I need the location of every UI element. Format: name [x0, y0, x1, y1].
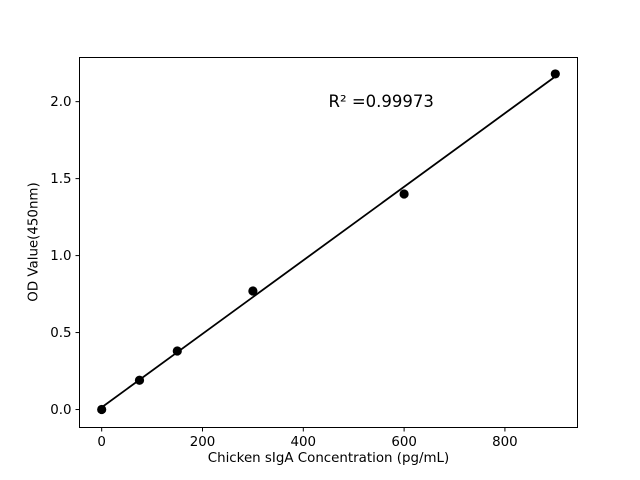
data-point	[97, 404, 107, 415]
r-squared-annotation: R² =0.99973	[328, 91, 434, 111]
y-tick-label: 2.0	[50, 95, 71, 110]
data-point	[399, 189, 409, 199]
x-tick-label: 800	[492, 435, 518, 450]
y-tick-label: 1.0	[50, 249, 71, 264]
x-tick-label: 0	[97, 435, 106, 450]
fit-line	[100, 75, 557, 409]
y-tick-label: 0.0	[50, 403, 71, 418]
data-point	[248, 286, 258, 296]
axes-frame	[79, 57, 578, 428]
data-point	[134, 375, 145, 385]
y-tick-label: 0.5	[50, 326, 71, 341]
y-tick-label: 1.5	[50, 172, 71, 187]
x-axis-label: Chicken sIgA Concentration (pg/mL)	[207, 451, 450, 466]
data-point	[550, 69, 560, 79]
x-tick-label: 200	[190, 435, 216, 450]
y-axis-label: OD Value(450nm)	[26, 182, 42, 302]
x-tick-label: 400	[291, 435, 317, 450]
data-point	[172, 346, 182, 356]
x-tick-label: 600	[391, 435, 417, 450]
